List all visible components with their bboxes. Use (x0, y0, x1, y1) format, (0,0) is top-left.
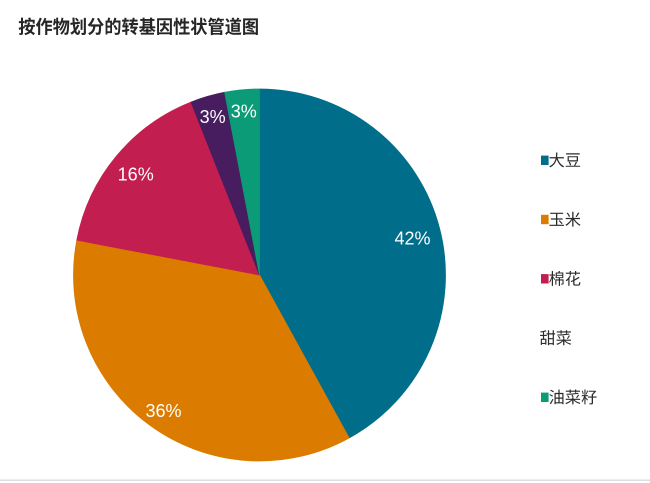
svg-text:3%: 3% (231, 101, 257, 121)
svg-text:42%: 42% (394, 229, 430, 249)
svg-text:36%: 36% (145, 401, 181, 421)
svg-text:16%: 16% (118, 165, 154, 185)
svg-text:3%: 3% (200, 107, 226, 127)
